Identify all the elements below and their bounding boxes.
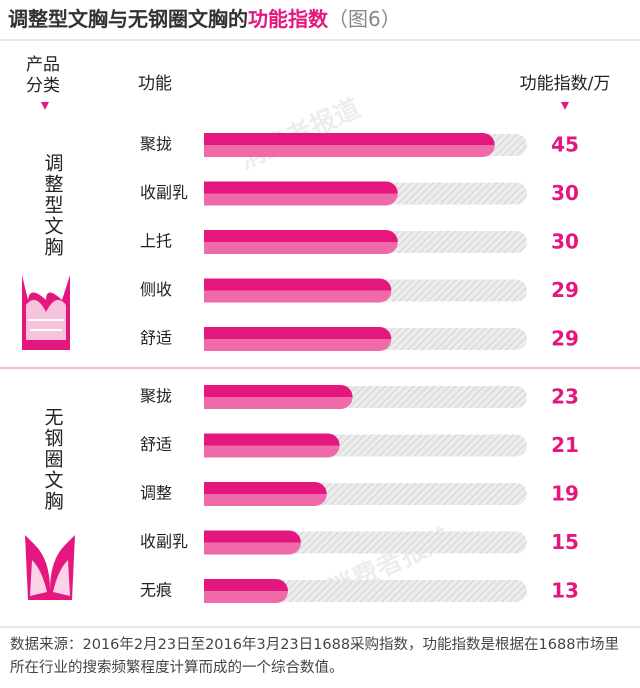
bar — [204, 327, 392, 351]
category-label: 收副乳 — [140, 183, 188, 202]
bar — [204, 181, 398, 206]
pointer — [41, 102, 49, 110]
pointer — [561, 102, 569, 110]
title-highlight: 功能指数 — [248, 7, 329, 31]
group-name: 无钢圈文胸 — [42, 407, 64, 512]
value-label: 19 — [551, 482, 579, 506]
chart-title: 调整型文胸与无钢圈文胸的功能指数（图6） — [8, 7, 401, 31]
category-label: 无痕 — [140, 581, 172, 600]
category-label: 调整 — [140, 484, 172, 503]
bar — [204, 385, 353, 409]
group-name: 调整型文胸 — [42, 153, 64, 258]
value-label: 29 — [551, 278, 579, 302]
bar — [204, 433, 340, 458]
category-label: 聚拢 — [140, 135, 172, 154]
value-label: 30 — [551, 230, 579, 254]
value-header: 功能指数/万 — [520, 74, 611, 94]
title: 调整型文胸与无钢圈文胸的 — [8, 7, 248, 31]
icon-shaping-bra — [22, 275, 70, 350]
value-label: 21 — [551, 433, 579, 457]
value-label: 23 — [551, 385, 579, 409]
category-label: 上托 — [140, 232, 172, 251]
category-label: 聚拢 — [140, 387, 172, 406]
category-label: 舒适 — [140, 329, 172, 348]
category-header: 功能 — [138, 74, 172, 94]
value-label: 29 — [551, 327, 579, 351]
bar — [204, 278, 392, 303]
value-label: 30 — [551, 181, 579, 205]
chart: 调整型文胸与无钢圈文胸的功能指数（图6） 产品分类 功能 功能指数/万 消费者报… — [0, 7, 640, 628]
bar — [204, 530, 301, 555]
group-header-box: 产品分类 — [26, 55, 60, 96]
bar — [204, 482, 327, 506]
source-note: 数据来源：2016年2月23日至2016年3月23日1688采购指数，功能指数是… — [10, 637, 619, 676]
icon-wireless-bra — [25, 535, 75, 600]
value-label: 45 — [551, 133, 579, 157]
title-suffix: （图6） — [328, 7, 401, 31]
value-label: 13 — [551, 579, 579, 603]
value-label: 15 — [551, 530, 579, 554]
bar — [204, 230, 398, 254]
category-label: 舒适 — [140, 435, 172, 454]
category-label: 侧收 — [140, 280, 172, 299]
category-label: 收副乳 — [140, 532, 188, 551]
group-header: 产品分类 — [26, 55, 60, 96]
bar — [204, 133, 495, 157]
bar — [204, 579, 288, 603]
